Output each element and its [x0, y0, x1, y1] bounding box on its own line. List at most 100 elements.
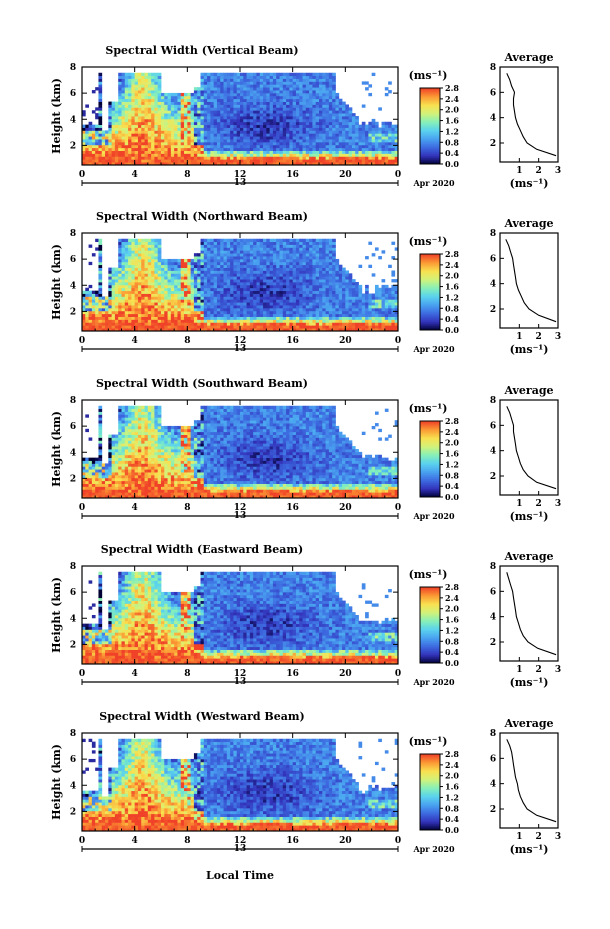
heatmap-cell: [210, 145, 214, 148]
heatmap-cell: [306, 81, 310, 84]
heatmap-cell: [326, 84, 330, 87]
heatmap-cell: [312, 130, 316, 133]
heatmap-cell: [220, 102, 224, 105]
heatmap-cell: [115, 288, 119, 291]
heatmap-cell: [92, 139, 96, 142]
heatmap-cell: [332, 110, 336, 113]
heatmap-cell: [332, 104, 336, 107]
heatmap-cell: [319, 247, 323, 250]
heatmap-cell: [207, 107, 211, 110]
heatmap-cell: [92, 156, 96, 159]
heatmap-cell: [289, 305, 293, 308]
heatmap-cell: [204, 99, 208, 102]
heatmap-cell: [148, 296, 152, 299]
heatmap-cell: [187, 159, 191, 162]
heatmap-cell: [230, 317, 234, 320]
heatmap-cell: [243, 93, 247, 96]
heatmap-cell: [247, 79, 251, 82]
heatmap-cell: [214, 96, 218, 99]
heatmap-cell: [217, 99, 221, 102]
heatmap-cell: [230, 107, 234, 110]
heatmap-cell: [319, 119, 323, 122]
heatmap-cell: [168, 305, 172, 308]
heatmap-cell: [289, 291, 293, 294]
heatmap-cell: [125, 159, 129, 162]
heatmap-cell: [306, 139, 310, 142]
heatmap-cell: [250, 125, 254, 128]
heatmap-cell: [164, 122, 168, 125]
heatmap-cell: [260, 156, 264, 159]
heatmap-cell: [329, 116, 333, 119]
heatmap-cell: [161, 325, 165, 328]
heatmap-cell: [177, 276, 181, 279]
heatmap-cell: [332, 76, 336, 79]
heatmap-cell: [98, 256, 102, 259]
heatmap-cell: [115, 104, 119, 107]
heatmap-cell: [118, 159, 122, 162]
heatmap-cell: [286, 294, 290, 297]
heatmap-cell: [332, 245, 336, 248]
heatmap-cell: [224, 294, 228, 297]
heatmap-cell: [201, 151, 205, 154]
heatmap-cell: [89, 322, 93, 325]
heatmap-cell: [312, 148, 316, 151]
heatmap-cell: [243, 148, 247, 151]
heatmap-cell: [322, 253, 326, 256]
heatmap-cell: [309, 262, 313, 265]
heatmap-cell: [316, 133, 320, 136]
heatmap-cell: [151, 265, 155, 268]
heatmap-cell: [214, 299, 218, 302]
heatmap-cell: [112, 125, 116, 128]
heatmap-cell: [283, 151, 287, 154]
heatmap-cell: [177, 119, 181, 122]
heatmap-cell: [243, 322, 247, 325]
heatmap-cell: [154, 273, 158, 276]
heatmap-cell: [161, 136, 165, 139]
heatmap-cell: [253, 125, 257, 128]
heatmap-cell: [345, 107, 349, 110]
heatmap-cell: [105, 151, 109, 154]
heatmap-cell: [332, 247, 336, 250]
heatmap-cell: [312, 296, 316, 299]
heatmap-cell: [293, 279, 297, 282]
heatmap-cell: [342, 128, 346, 131]
heatmap-cell: [243, 273, 247, 276]
heatmap-cell: [312, 156, 316, 159]
heatmap-cell: [309, 107, 313, 110]
heatmap-cell: [237, 247, 241, 250]
heatmap-cell: [309, 245, 313, 248]
heatmap-cell: [253, 242, 257, 245]
heatmap-cell: [362, 142, 366, 145]
heatmap-cell: [293, 268, 297, 271]
heatmap-cell: [112, 294, 116, 297]
heatmap-cell: [335, 130, 339, 133]
heatmap-cell: [319, 276, 323, 279]
heatmap-cell: [263, 110, 267, 113]
heatmap-cell: [316, 99, 320, 102]
heatmap-cell: [299, 247, 303, 250]
heatmap-cell: [319, 153, 323, 156]
heatmap-cell: [240, 139, 244, 142]
heatmap-cell: [260, 265, 264, 268]
heatmap-cell: [233, 242, 237, 245]
heatmap-cell: [201, 110, 205, 113]
heatmap-cell: [197, 156, 201, 159]
heatmap-cell: [293, 294, 297, 297]
heatmap-cell: [266, 87, 270, 90]
heatmap-cell: [283, 319, 287, 322]
heatmap-cell: [224, 133, 228, 136]
heatmap-cell: [145, 79, 149, 82]
heatmap-cell: [177, 153, 181, 156]
heatmap-cell: [256, 102, 260, 105]
heatmap-cell: [131, 90, 135, 93]
heatmap-cell: [293, 125, 297, 128]
heatmap-cell: [187, 325, 191, 328]
heatmap-cell: [270, 302, 274, 305]
heatmap-cell: [280, 282, 284, 285]
heatmap-cell: [339, 156, 343, 159]
heatmap-cell: [362, 148, 366, 151]
heatmap-cell: [151, 299, 155, 302]
heatmap-cell: [145, 302, 149, 305]
heatmap-cell: [197, 151, 201, 154]
heatmap-cell: [312, 99, 316, 102]
